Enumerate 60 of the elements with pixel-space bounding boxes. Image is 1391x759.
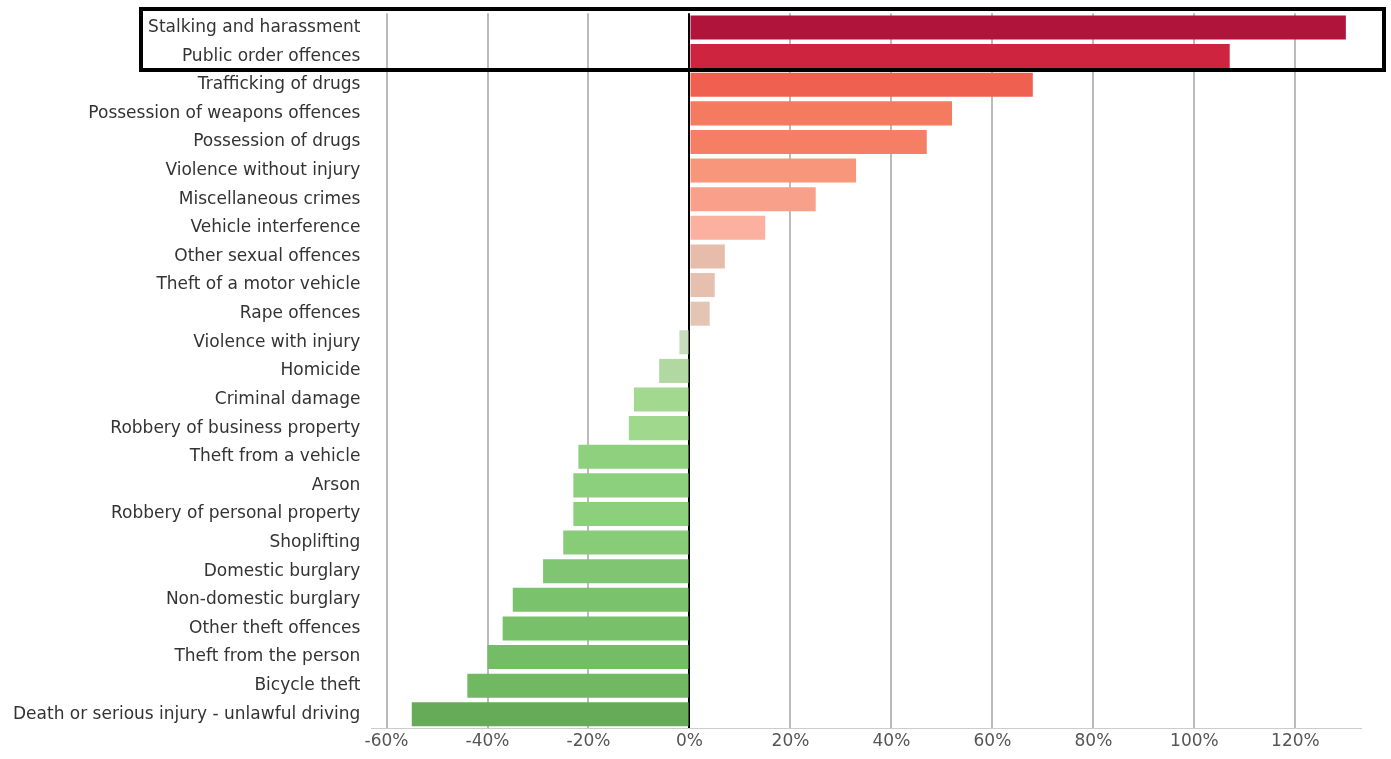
bar (628, 416, 689, 441)
y-tick-label: Robbery of business property (110, 416, 361, 437)
x-tick-label: 0% (675, 730, 703, 751)
bar (690, 244, 725, 269)
bar (573, 473, 689, 498)
x-tick-label: 80% (1074, 730, 1113, 751)
y-tick-label: Theft from a vehicle (188, 445, 361, 466)
y-tick-label: Death or serious injury - unlawful driving (13, 702, 361, 723)
bar (690, 129, 927, 154)
bar (467, 673, 689, 698)
bar (573, 501, 689, 526)
y-tick-label: Domestic burglary (203, 559, 361, 580)
y-tick-label: Possession of weapons offences (88, 101, 361, 122)
x-tick-label: 120% (1271, 730, 1320, 751)
bar (690, 15, 1346, 40)
y-tick-label: Theft of a motor vehicle (155, 273, 361, 294)
bar (690, 215, 766, 240)
bar (411, 702, 689, 727)
y-tick-label: Violence with injury (193, 330, 361, 351)
bar (543, 559, 689, 584)
bar (690, 72, 1033, 97)
y-tick-label: Theft from the person (173, 645, 361, 666)
bar (512, 587, 689, 612)
y-tick-label: Non-domestic burglary (165, 588, 361, 609)
x-tick-label: 40% (872, 730, 911, 751)
bar (690, 101, 953, 126)
bar (578, 444, 689, 469)
bar (690, 44, 1230, 69)
bar (659, 358, 689, 383)
y-tick-label: Public order offences (181, 44, 361, 65)
y-tick-label: Other theft offences (189, 616, 361, 637)
bar (563, 530, 689, 555)
x-tick-label: 100% (1170, 730, 1219, 751)
bar (690, 158, 857, 183)
x-tick-label: 20% (771, 730, 810, 751)
x-tick-label: -40% (465, 730, 510, 751)
bar (502, 616, 689, 641)
y-tick-label: Stalking and harassment (148, 15, 361, 36)
y-tick-label: Miscellaneous crimes (178, 187, 361, 208)
y-tick-label: Criminal damage (214, 387, 361, 408)
y-tick-label: Possession of drugs (193, 130, 361, 151)
y-tick-label: Vehicle interference (190, 216, 361, 237)
y-tick-label: Rape offences (239, 302, 361, 323)
y-tick-label: Arson (311, 473, 361, 494)
y-tick-label: Homicide (280, 359, 361, 380)
x-tick-label: -20% (566, 730, 611, 751)
y-tick-label: Robbery of personal property (111, 502, 361, 523)
y-tick-label: Other sexual offences (174, 244, 361, 265)
y-tick-label: Bicycle theft (254, 674, 361, 695)
bar (633, 387, 689, 412)
bar (690, 273, 715, 298)
x-tick-label: 60% (973, 730, 1012, 751)
y-tick-label: Trafficking of drugs (196, 73, 361, 94)
bar (487, 645, 689, 670)
bar (690, 187, 816, 212)
bar (690, 301, 710, 326)
x-tick-label: -60% (364, 730, 409, 751)
y-tick-label: Violence without injury (165, 159, 361, 180)
bar (679, 330, 689, 355)
y-tick-label: Shoplifting (269, 531, 361, 552)
